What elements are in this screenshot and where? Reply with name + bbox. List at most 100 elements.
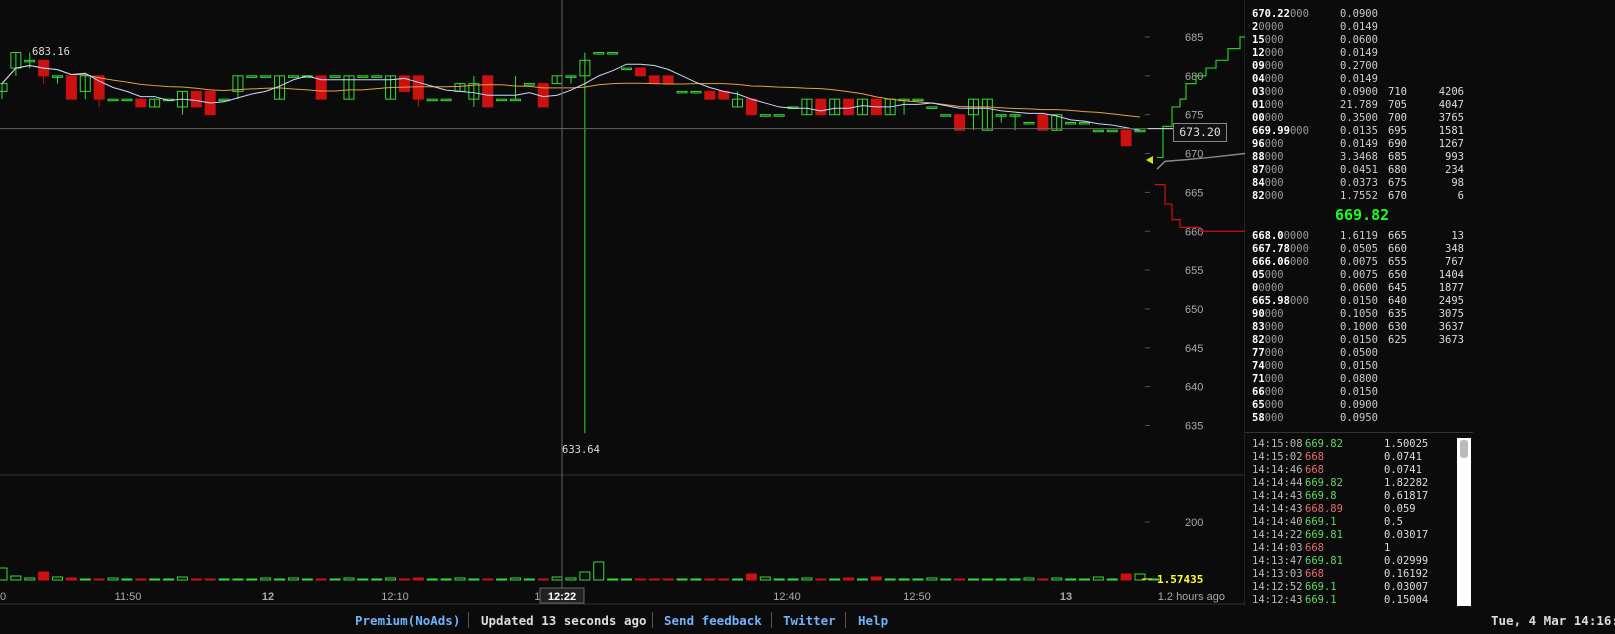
order-book-row[interactable]: 09000 0.2700 (1252, 60, 1378, 73)
order-price-major: 83 (1252, 321, 1265, 333)
candle-body (398, 75, 410, 92)
order-price: 669.99000 (1252, 125, 1332, 138)
order-book-row[interactable]: 666.06000 0.0075 655 767 (1252, 256, 1464, 269)
order-book-row[interactable]: 04000 0.0149 (1252, 73, 1378, 86)
order-book-row[interactable]: 88000 3.3468 685 993 (1252, 151, 1464, 164)
order-book-divider (1245, 432, 1473, 433)
volume-bar (870, 576, 882, 581)
volume-bar (274, 578, 286, 581)
candle-body (732, 98, 744, 108)
order-book-row[interactable]: 82000 1.7552 670 6 (1252, 190, 1464, 203)
order-book-row[interactable]: 03000 0.0900 710 4206 (1252, 86, 1464, 99)
order-book-row[interactable]: 01000 21.789 705 4047 (1252, 99, 1464, 112)
order-book-row[interactable]: 58000 0.0950 (1252, 412, 1378, 425)
order-book-row[interactable]: 96000 0.0149 690 1267 (1252, 138, 1464, 151)
trade-row[interactable]: 14:14:43 668.89 0.059 (1252, 503, 1416, 516)
volume-bar (912, 578, 924, 581)
order-price-minor: 0000 (1258, 282, 1284, 294)
order-price-major: 670.22 (1252, 8, 1290, 20)
order-book-row[interactable]: 90000 0.1050 635 3075 (1252, 308, 1464, 321)
price-chart[interactable]: 685 680 675 670 665 660 655 650 645 640 635 200 0 11:… (0, 0, 1245, 606)
help-link[interactable]: Help (858, 613, 889, 628)
trade-history-scrollbar[interactable] (1457, 438, 1471, 606)
scrollbar-thumb[interactable] (1460, 440, 1468, 458)
order-book-row[interactable]: 74000 0.0150 (1252, 360, 1378, 373)
send-feedback-link[interactable]: Send feedback (664, 613, 762, 628)
depth-cumulative: 1877 (1438, 282, 1464, 294)
trade-volume: 1 (1384, 542, 1391, 554)
order-book-row[interactable]: 667.78000 0.0505 660 348 (1252, 243, 1464, 256)
footer-datetime: Tue, 4 Mar 14:16: (1491, 613, 1615, 628)
order-price-minor: 000 (1264, 73, 1284, 85)
trade-row[interactable]: 14:14:43 669.8 0.61817 (1252, 490, 1428, 503)
order-book-row[interactable]: 665.98000 0.0150 640 2495 (1252, 295, 1464, 308)
candle-body (440, 98, 452, 102)
volume-bar (509, 577, 521, 581)
candle-body (343, 75, 355, 100)
trade-row[interactable]: 14:15:02 668 0.0741 (1252, 451, 1422, 464)
volume-bar (65, 577, 77, 581)
order-book-row[interactable]: 87000 0.0451 680 234 (1252, 164, 1464, 177)
order-book-row[interactable]: 65000 0.0900 (1252, 399, 1378, 412)
depth-price-level: 700 (1388, 112, 1407, 124)
volume-bar (149, 578, 161, 581)
order-book-row[interactable]: 66000 0.0150 (1252, 386, 1378, 399)
order-book-row[interactable]: 00000 0.0600 645 1877 (1252, 282, 1464, 295)
order-price-major: 71 (1252, 373, 1265, 385)
order-book-row[interactable]: 84000 0.0373 675 98 (1252, 177, 1464, 190)
order-price-major: 667.78 (1252, 243, 1290, 255)
volume-bar (926, 577, 938, 581)
order-volume: 0.0149 (1340, 47, 1378, 59)
order-book-row[interactable]: 77000 0.0500 (1252, 347, 1378, 360)
order-price-minor: 000 (1264, 360, 1284, 372)
candle-body (981, 98, 993, 131)
y-axis-label: 655 (1185, 265, 1203, 277)
candle-body (1037, 114, 1049, 131)
volume-bar (385, 577, 397, 581)
volume-bar (662, 578, 674, 581)
trade-price: 668 (1305, 568, 1324, 580)
order-book-row[interactable]: 00000 0.3500 700 3765 (1252, 112, 1464, 125)
trade-row[interactable]: 14:14:22 669.81 0.03017 (1252, 529, 1428, 542)
order-book-row[interactable]: 669.99000 0.0135 695 1581 (1252, 125, 1464, 138)
order-price-minor: 000 (1264, 190, 1284, 202)
trade-row[interactable]: 14:14:03 668 1 (1252, 542, 1390, 555)
order-book-row[interactable]: 71000 0.0800 (1252, 373, 1378, 386)
order-book-row[interactable]: 670.22000 0.0900 (1252, 8, 1378, 21)
trade-row[interactable]: 14:12:43 669.1 0.15004 (1252, 594, 1428, 606)
depth-cumulative: 2495 (1438, 295, 1464, 307)
order-book-row[interactable]: 668.00000 1.6119 665 13 (1252, 230, 1464, 243)
order-volume: 0.0600 (1340, 34, 1378, 46)
trade-row[interactable]: 14:15:08 669.82 1.50025 (1252, 438, 1428, 451)
trade-volume: 1.82282 (1384, 477, 1429, 489)
order-book-row[interactable]: 20000 0.0149 (1252, 21, 1378, 34)
trade-row[interactable]: 14:13:03 668 0.16192 (1252, 568, 1428, 581)
time-ago-label: 1.2 hours ago (1158, 591, 1225, 603)
trade-row[interactable]: 14:13:47 669.81 0.02999 (1252, 555, 1428, 568)
trade-price: 668 (1305, 464, 1324, 476)
order-book-row[interactable]: 15000 0.0600 (1252, 34, 1378, 47)
trade-row[interactable]: 14:14:44 669.82 1.82282 (1252, 477, 1428, 490)
order-price: 58000 (1252, 412, 1332, 425)
trade-history[interactable]: 14:15:08 669.82 1.50025 14:15:02 668 0.0741 14… (1252, 438, 1472, 606)
order-book-row[interactable]: 83000 0.1000 630 3637 (1252, 321, 1464, 334)
depth-cumulative: 767 (1445, 256, 1464, 268)
high-price-label: 683.16 (32, 46, 70, 58)
premium-link[interactable]: Premium(NoAds) (355, 613, 461, 628)
depth-cumulative: 4047 (1438, 99, 1464, 111)
order-book-row[interactable]: 82000 0.0150 625 3673 (1252, 334, 1464, 347)
order-price-major: 04 (1252, 73, 1265, 85)
twitter-link[interactable]: Twitter (783, 613, 836, 628)
trade-row[interactable]: 14:14:46 668 0.0741 (1252, 464, 1422, 477)
order-price-major: 77 (1252, 347, 1265, 359)
order-price: 74000 (1252, 360, 1332, 373)
trade-row[interactable]: 14:14:40 669.1 0.5 (1252, 516, 1403, 529)
volume-bar (135, 578, 147, 581)
trade-row[interactable]: 14:12:52 669.1 0.03007 (1252, 581, 1428, 594)
order-price-minor: 000 (1264, 269, 1284, 281)
volume-bar (621, 578, 633, 581)
candle-body (593, 52, 605, 55)
order-book-row[interactable]: 12000 0.0149 (1252, 47, 1378, 60)
order-book-row[interactable]: 05000 0.0075 650 1404 (1252, 269, 1464, 282)
volume-bar (0, 567, 8, 581)
